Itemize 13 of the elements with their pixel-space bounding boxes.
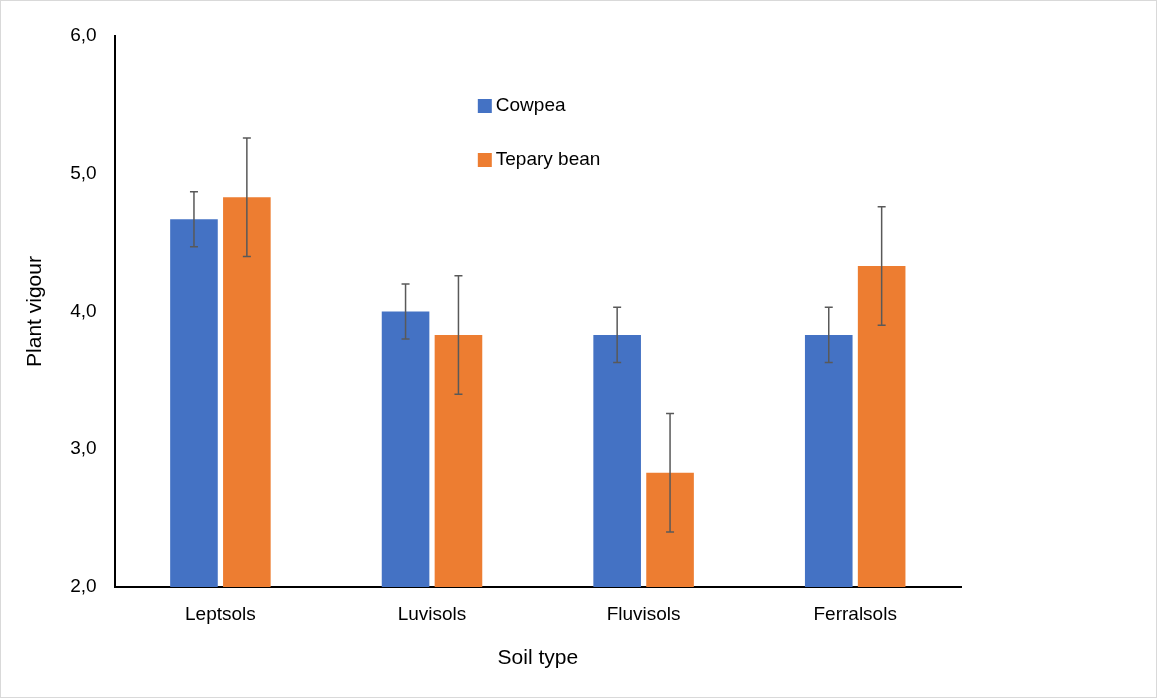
x-tick-label: Fluvisols (606, 602, 681, 624)
legend-label: Cowpea (495, 94, 566, 116)
y-axis-title: Plant vigour (22, 256, 46, 367)
y-tick-label: 2,0 (70, 575, 97, 597)
y-tick-label: 6,0 (70, 24, 97, 46)
x-axis-title: Soil type (497, 645, 579, 669)
x-tick-label: Luvisols (397, 602, 467, 624)
x-tick-label: Ferralsols (813, 602, 897, 624)
legend-label: Tepary bean (495, 148, 601, 170)
y-tick-label: 5,0 (70, 161, 97, 183)
x-tick-label: Leptsols (185, 602, 256, 624)
y-tick-label: 3,0 (70, 437, 97, 459)
y-tick-label: 4,0 (70, 299, 97, 321)
